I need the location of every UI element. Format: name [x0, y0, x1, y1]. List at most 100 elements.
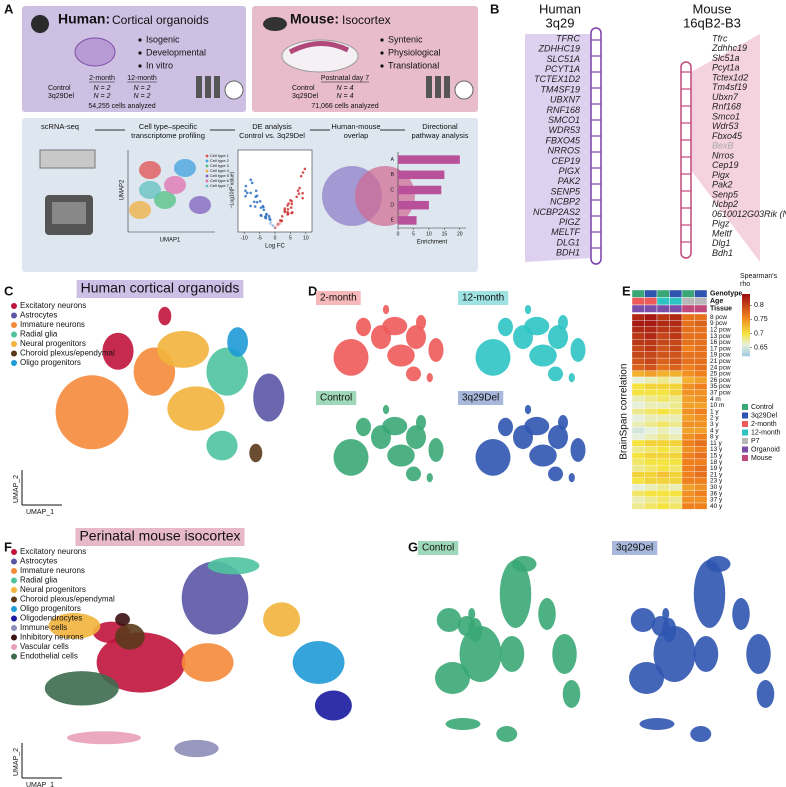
- workflow-step: overlap: [344, 131, 369, 140]
- heat-cell: [669, 395, 683, 403]
- heat-cell: [694, 370, 708, 378]
- box-subtitle: Cortical organoids: [112, 13, 209, 27]
- heat-cell: [644, 395, 658, 403]
- row-label: 24 pcw: [710, 364, 731, 371]
- workflow-step: Cell type–specific: [139, 122, 198, 131]
- volcano-dot: [278, 222, 282, 225]
- heat-cell: [681, 345, 695, 352]
- legend-dot: [11, 322, 17, 328]
- human-gene: NCBP2AS2: [533, 207, 580, 217]
- workflow-step: pathway analysis: [411, 131, 468, 140]
- volcano-dot: [264, 215, 268, 218]
- umap-cluster: [206, 430, 238, 461]
- heat-cell: [656, 395, 670, 403]
- bar: [398, 216, 417, 225]
- row-label: 37 y: [710, 497, 723, 504]
- human-gene: RNF168: [546, 105, 580, 115]
- heat-cell: [681, 383, 695, 390]
- heat-cell: [694, 408, 708, 415]
- row-label: 36 y: [710, 490, 723, 497]
- human-gene: BDH1: [556, 248, 580, 258]
- legend-dot: [205, 174, 209, 178]
- row-label: 2 y: [710, 415, 719, 422]
- row-label: 11 y: [710, 440, 723, 447]
- legend-label: Mouse: [751, 455, 772, 462]
- axis-label: −Log10(P value): [229, 171, 235, 208]
- umap-cluster: [115, 613, 130, 626]
- legend-dot: [205, 184, 209, 188]
- heat-cell: [681, 395, 695, 403]
- group-label: 3q29Del: [616, 543, 653, 554]
- heat-cell: [694, 465, 708, 472]
- row-label: 8 y: [710, 434, 719, 441]
- human-gene: TFRC: [556, 33, 580, 43]
- tubes: [196, 76, 474, 100]
- heat-cell: [656, 427, 670, 434]
- mini-cluster: [174, 159, 196, 177]
- venn: [322, 166, 415, 226]
- row-label: 3 y: [710, 421, 719, 428]
- heat-cell: [631, 465, 645, 472]
- annotation-cell: [631, 297, 645, 306]
- cell: N = 2: [134, 93, 151, 100]
- colorbar-segment: [742, 307, 750, 310]
- human-gene: MELTF: [551, 227, 580, 237]
- mouse-gene: Fbxo45: [712, 131, 743, 141]
- panel-title: Human cortical organoids: [81, 280, 240, 296]
- category-label: A: [391, 157, 395, 163]
- heat-cell: [694, 339, 708, 346]
- heat-cell: [644, 383, 658, 390]
- heat-cell: [644, 326, 658, 334]
- umap-cluster: [693, 560, 726, 628]
- workflow-step: Control vs. 3q29Del: [239, 131, 305, 140]
- species-title: 3q29: [546, 15, 575, 30]
- umap-cluster: [468, 608, 476, 620]
- mouse-gene: Slc51a: [712, 53, 740, 63]
- bullet: [138, 64, 142, 68]
- heat-cell: [644, 465, 658, 472]
- umap-cluster: [538, 598, 556, 630]
- heat-cell: [631, 389, 645, 397]
- volcano-dot: [244, 189, 247, 193]
- box-subtitle: Isocortex: [342, 13, 391, 27]
- volcano-dot: [255, 194, 259, 198]
- bullet: [380, 64, 384, 68]
- umap-cluster: [382, 304, 390, 315]
- heat-cell: [694, 313, 708, 321]
- legend-label: Inhibitory neurons: [20, 633, 84, 642]
- umap-cluster: [263, 602, 301, 637]
- umap-cluster: [314, 690, 352, 721]
- annotation-cell: [656, 297, 670, 306]
- umap-cluster: [206, 347, 248, 396]
- umap-cluster: [496, 726, 518, 742]
- heat-cell: [656, 370, 670, 378]
- heat-cell: [656, 471, 670, 478]
- heat-cell: [694, 477, 708, 485]
- legend-dot: [11, 568, 17, 574]
- heat-cell: [681, 433, 695, 441]
- heat-cell: [694, 446, 708, 453]
- human-gene: PAK2: [558, 176, 580, 186]
- human-gene: TM4SF19: [540, 84, 580, 94]
- panel-label: B: [490, 1, 499, 16]
- heat-cell: [669, 326, 683, 334]
- row-label: 1 y: [710, 408, 719, 415]
- volcano-frame: [237, 149, 313, 233]
- volcano-dot: [245, 191, 249, 195]
- annotation-cell: [694, 304, 708, 313]
- colorbar-segment: [742, 335, 750, 338]
- umap-cluster: [406, 425, 426, 450]
- volcano-dot: [262, 205, 265, 209]
- umap-cluster: [102, 332, 134, 370]
- group-label: 12-month: [462, 293, 504, 304]
- legend-label: Cell type 1: [210, 153, 230, 158]
- legend-label: Immune cells: [20, 623, 67, 632]
- heat-cell: [644, 420, 658, 428]
- heat-cell: [656, 326, 670, 334]
- colorbar-segment: [742, 349, 750, 352]
- human-gene: SENP5: [550, 186, 581, 196]
- heat-cell: [656, 376, 670, 384]
- heat-cell: [669, 408, 683, 415]
- heat-cell: [644, 345, 658, 352]
- volcano-dot: [259, 206, 263, 209]
